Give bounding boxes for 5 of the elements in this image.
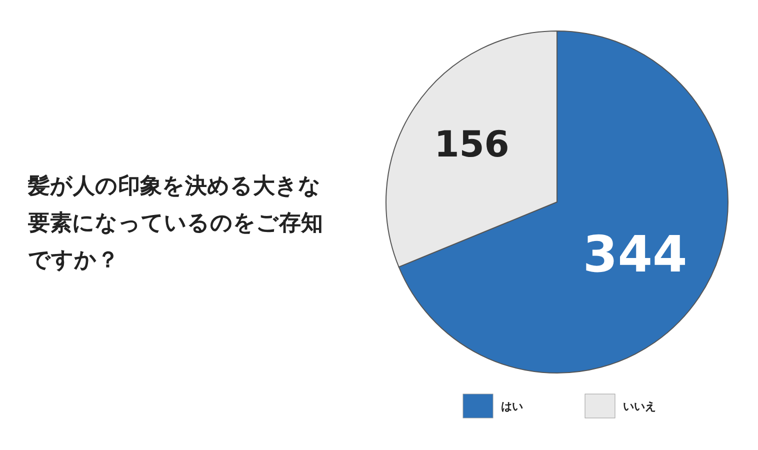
data-label: 156 — [434, 124, 510, 166]
legend-label: はい — [501, 400, 523, 413]
title: 髪が人の印象を決める大きな要素になっているのをご存知ですか？ — [28, 174, 323, 273]
data-label: 344 — [582, 225, 688, 284]
legend-label: いいえ — [623, 400, 656, 413]
